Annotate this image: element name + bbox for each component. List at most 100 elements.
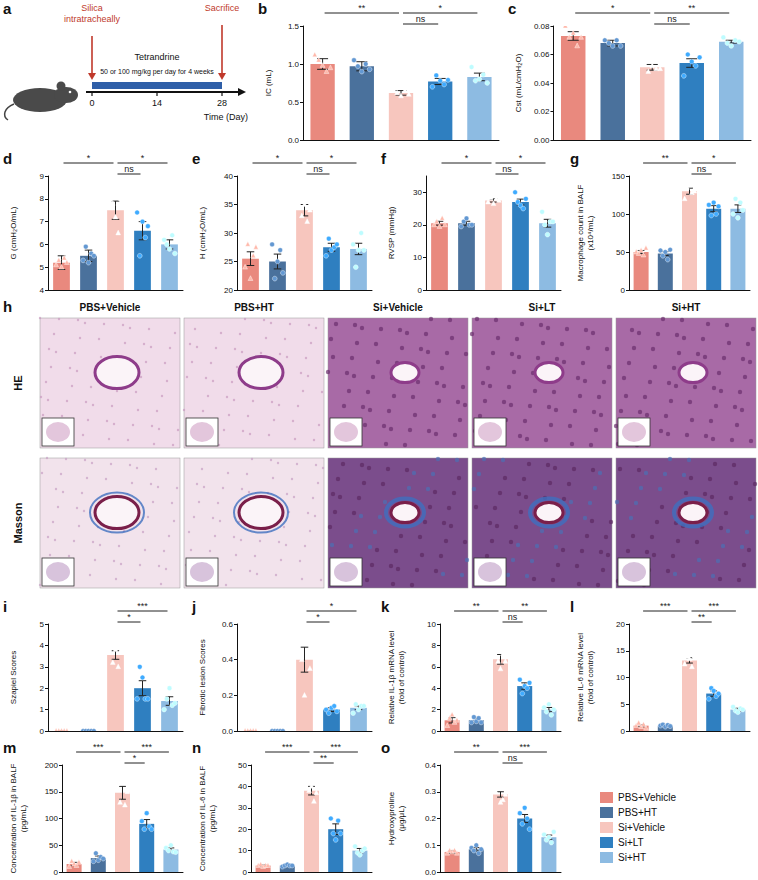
svg-text:0.6: 0.6 xyxy=(222,620,234,629)
svg-text:0.0: 0.0 xyxy=(222,727,234,736)
svg-text:0.2: 0.2 xyxy=(425,814,437,823)
svg-text:*: * xyxy=(276,153,280,163)
svg-text:ns: ns xyxy=(124,164,134,174)
svg-text:PBS+HT: PBS+HT xyxy=(234,302,274,313)
svg-text:***: *** xyxy=(137,601,148,611)
svg-text:10: 10 xyxy=(616,673,625,682)
svg-text:***: *** xyxy=(141,742,152,752)
svg-text:30: 30 xyxy=(224,229,233,238)
svg-text:PBS+Vehicle: PBS+Vehicle xyxy=(80,302,141,313)
svg-text:30: 30 xyxy=(238,803,247,812)
svg-text:9: 9 xyxy=(40,172,45,181)
svg-text:0.1: 0.1 xyxy=(425,841,437,850)
svg-text:Szapiel Scores: Szapiel Scores xyxy=(9,651,18,704)
svg-text:**: ** xyxy=(473,601,481,611)
svg-text:ns: ns xyxy=(416,14,426,24)
svg-text:Sacrifice: Sacrifice xyxy=(205,3,240,13)
svg-text:7: 7 xyxy=(40,217,45,226)
svg-text:0.00: 0.00 xyxy=(534,136,550,145)
svg-text:***: *** xyxy=(93,742,104,752)
svg-text:0.0: 0.0 xyxy=(425,868,437,877)
svg-text:**: ** xyxy=(473,742,481,752)
svg-text:0: 0 xyxy=(621,727,626,736)
svg-text:(pg/mL): (pg/mL) xyxy=(19,804,28,832)
svg-text:35: 35 xyxy=(224,200,233,209)
svg-text:0.0: 0.0 xyxy=(288,136,300,145)
svg-text:0: 0 xyxy=(89,98,94,108)
svg-text:0: 0 xyxy=(40,727,45,736)
svg-text:0: 0 xyxy=(418,286,423,295)
svg-text:(fold of control): (fold of control) xyxy=(586,650,595,704)
svg-text:20: 20 xyxy=(616,620,625,629)
svg-text:**: ** xyxy=(320,753,328,763)
svg-text:***: *** xyxy=(708,601,719,611)
svg-text:4: 4 xyxy=(40,641,45,650)
svg-text:20: 20 xyxy=(413,220,422,229)
svg-text:5: 5 xyxy=(40,263,45,272)
svg-text:0.06: 0.06 xyxy=(534,50,550,59)
svg-text:Concentration of IL-6 in BALF: Concentration of IL-6 in BALF xyxy=(198,766,207,872)
svg-text:3: 3 xyxy=(40,662,45,671)
svg-text:ns: ns xyxy=(313,164,323,174)
svg-text:0.02: 0.02 xyxy=(534,107,550,116)
svg-text:*: * xyxy=(87,153,91,163)
svg-text:0: 0 xyxy=(621,286,626,295)
svg-text:(fold of control): (fold of control) xyxy=(397,650,406,704)
svg-text:**: ** xyxy=(662,153,670,163)
svg-text:6: 6 xyxy=(432,662,437,671)
svg-text:0.5: 0.5 xyxy=(288,98,300,107)
svg-text:**: ** xyxy=(521,601,529,611)
svg-text:*: * xyxy=(133,753,137,763)
svg-text:G (cmH₂O/mL): G (cmH₂O/mL) xyxy=(9,206,18,259)
svg-text:Relative IL-1β mRNA level: Relative IL-1β mRNA level xyxy=(387,631,396,725)
svg-text:50: 50 xyxy=(616,248,625,257)
svg-text:20: 20 xyxy=(238,825,247,834)
svg-text:28: 28 xyxy=(217,98,227,108)
svg-text:50: 50 xyxy=(49,841,58,850)
svg-text:40: 40 xyxy=(238,782,247,791)
svg-text:Masson: Masson xyxy=(12,502,24,543)
svg-text:H (cmH₂O/mL): H (cmH₂O/mL) xyxy=(198,206,207,259)
svg-text:(x10⁴/mL): (x10⁴/mL) xyxy=(586,215,595,250)
svg-text:Time (Day): Time (Day) xyxy=(204,112,248,122)
svg-text:*: * xyxy=(438,3,442,13)
svg-text:Concentration of IL-1β in BALF: Concentration of IL-1β in BALF xyxy=(9,763,18,873)
svg-text:*: * xyxy=(316,612,320,622)
svg-text:15: 15 xyxy=(616,646,625,655)
svg-text:Si+LT: Si+LT xyxy=(529,302,556,313)
svg-text:**: ** xyxy=(358,3,366,13)
svg-text:IC (mL): IC (mL) xyxy=(264,69,273,96)
svg-text:Si+Vehicle: Si+Vehicle xyxy=(373,302,423,313)
svg-text:***: *** xyxy=(519,742,530,752)
svg-text:5: 5 xyxy=(40,620,45,629)
svg-text:2: 2 xyxy=(432,705,437,714)
svg-text:10: 10 xyxy=(238,846,247,855)
svg-text:6: 6 xyxy=(40,240,45,249)
svg-text:Si+HT: Si+HT xyxy=(672,302,701,313)
svg-text:Relative IL-6 mRNA level: Relative IL-6 mRNA level xyxy=(576,633,585,722)
svg-text:0.3: 0.3 xyxy=(425,787,437,796)
svg-text:*: * xyxy=(330,153,334,163)
svg-text:ns: ns xyxy=(697,164,707,174)
svg-text:Tetrandrine: Tetrandrine xyxy=(134,52,179,62)
svg-text:*: * xyxy=(330,601,334,611)
svg-text:0: 0 xyxy=(54,868,59,877)
svg-text:*: * xyxy=(465,153,469,163)
svg-text:***: *** xyxy=(282,742,293,752)
svg-text:0: 0 xyxy=(243,868,248,877)
svg-text:*: * xyxy=(127,612,131,622)
svg-text:**: ** xyxy=(688,3,696,13)
svg-text:Fibrotic lesion Scores: Fibrotic lesion Scores xyxy=(198,639,207,715)
svg-text:*: * xyxy=(611,3,615,13)
svg-text:4: 4 xyxy=(40,286,45,295)
svg-text:*: * xyxy=(519,153,523,163)
svg-text:ns: ns xyxy=(667,14,677,24)
svg-text:intratracheally: intratracheally xyxy=(64,14,121,24)
svg-text:*: * xyxy=(712,153,716,163)
svg-text:***: *** xyxy=(330,742,341,752)
svg-text:ns: ns xyxy=(502,164,512,174)
svg-text:150: 150 xyxy=(612,172,626,181)
svg-text:20: 20 xyxy=(224,286,233,295)
svg-text:ns: ns xyxy=(508,612,518,622)
svg-text:**: ** xyxy=(698,612,706,622)
